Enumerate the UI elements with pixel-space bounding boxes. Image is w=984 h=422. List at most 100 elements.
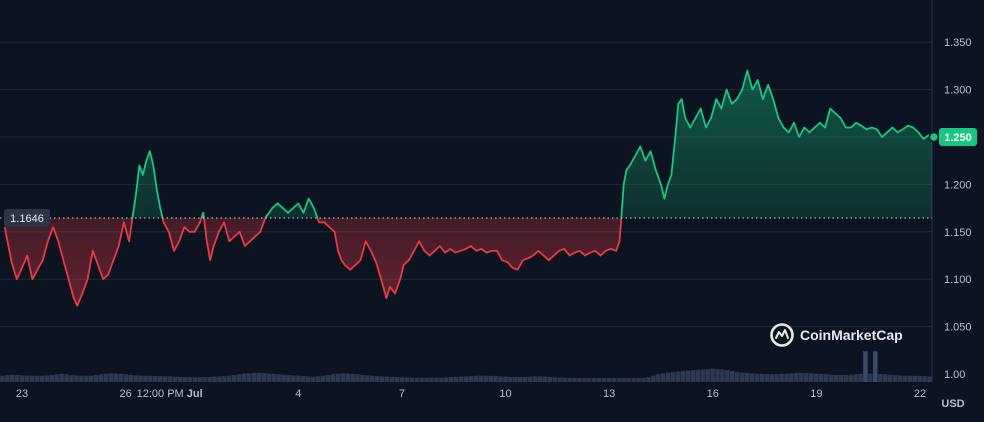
volume-bar (665, 372, 671, 382)
volume-bar (803, 373, 809, 382)
volume-bar (291, 375, 296, 382)
volume-bar (374, 376, 380, 382)
volume-bar (409, 377, 415, 382)
volume-bar (513, 377, 518, 382)
volume-bar (177, 376, 183, 382)
volume-bar (912, 375, 918, 382)
baseline-price-badge: 1.1646 (4, 209, 50, 227)
volume-bar (774, 374, 779, 382)
volume-bar (877, 373, 883, 382)
volume-bar (325, 375, 331, 382)
volume-bar (54, 374, 59, 382)
volume-bar (182, 377, 188, 382)
volume-bar (271, 373, 276, 382)
volume-bar (138, 375, 143, 382)
volume-bar (227, 375, 232, 382)
coinmarketcap-logo-icon (770, 323, 794, 347)
volume-bar (606, 378, 612, 382)
volume-bar (508, 376, 513, 382)
volume-bar (29, 375, 35, 382)
volume-bar (74, 375, 79, 382)
volume-bar (172, 376, 178, 382)
current-price-label: 1.250 (944, 132, 972, 144)
volume-bar (315, 376, 321, 382)
volume-bar (39, 375, 45, 382)
volume-bar (725, 370, 730, 382)
volume-bar (730, 371, 735, 382)
volume-bar (448, 377, 454, 382)
volume-bar (853, 374, 858, 382)
volume-bar (360, 375, 365, 382)
volume-bar (439, 377, 444, 382)
volume-bar (572, 377, 577, 382)
watermark-text: CoinMarketCap (800, 327, 903, 343)
volume-bar (167, 376, 173, 382)
volume-bar (828, 374, 834, 382)
volume-bar (601, 378, 607, 382)
volume-bar (838, 375, 844, 382)
y-tick-label: 1.200 (944, 179, 972, 191)
volume-bar (330, 374, 336, 382)
volume-bar (197, 377, 202, 382)
volume-bar (335, 373, 341, 382)
volume-bar (897, 375, 903, 382)
volume-bar (537, 376, 543, 382)
volume-bar (587, 378, 592, 382)
volume-bar (882, 374, 888, 382)
area-fill-above-baseline (4, 70, 932, 218)
volume-bar (646, 377, 651, 382)
volume-bar (641, 377, 646, 382)
volume-bar (848, 374, 853, 382)
baseline-price-label: 1.1646 (10, 213, 44, 225)
volume-bar (799, 372, 804, 382)
volume-bar (108, 373, 114, 382)
volume-bar (522, 376, 528, 382)
volume-bar (14, 375, 20, 382)
volume-bar (463, 376, 469, 382)
volume-bar (261, 373, 267, 382)
x-tick-label: 7 (399, 388, 405, 400)
volume-bar (281, 374, 286, 382)
volume-bar (301, 376, 306, 382)
volume-bar (547, 376, 553, 382)
volume-bar (833, 375, 839, 382)
y-tick-label: 1.350 (944, 37, 972, 49)
volume-bar (626, 378, 631, 382)
volume-bar (187, 377, 193, 382)
volume-bar (616, 378, 622, 382)
volume-bar (128, 375, 133, 382)
volume-bar (231, 375, 237, 382)
volume-bar (79, 375, 84, 382)
x-tick-label: 13 (603, 388, 615, 400)
volume-bar (414, 377, 419, 382)
volume-bar (784, 373, 789, 382)
volume-bar (868, 373, 873, 382)
volume-bar (113, 373, 119, 382)
volume-bar (690, 370, 696, 382)
volume-bar (153, 375, 158, 382)
volume-bar (202, 377, 207, 382)
y-tick-label: 1.150 (944, 227, 972, 239)
volume-bar (685, 370, 691, 382)
volume-bar (493, 376, 498, 382)
volume-bar (305, 376, 311, 382)
x-tick-label: 4 (295, 388, 301, 400)
x-tick-label: 10 (499, 388, 511, 400)
volume-bar (59, 373, 64, 382)
volume-bar (739, 372, 745, 382)
y-tick-label: 1.050 (944, 322, 972, 334)
volume-bar (310, 376, 316, 382)
volume-bar (424, 377, 429, 382)
volume-bar (207, 376, 212, 382)
volume-bar (873, 351, 878, 382)
volume-bar (557, 377, 562, 382)
volume-bar (93, 375, 99, 382)
area-fill-below-baseline (4, 218, 932, 306)
volume-bar (158, 376, 163, 382)
volume-bar (887, 374, 893, 382)
volume-bar (379, 376, 385, 382)
volume-bar (19, 375, 25, 382)
volume-bar (429, 377, 434, 382)
volume-bar (340, 373, 345, 382)
